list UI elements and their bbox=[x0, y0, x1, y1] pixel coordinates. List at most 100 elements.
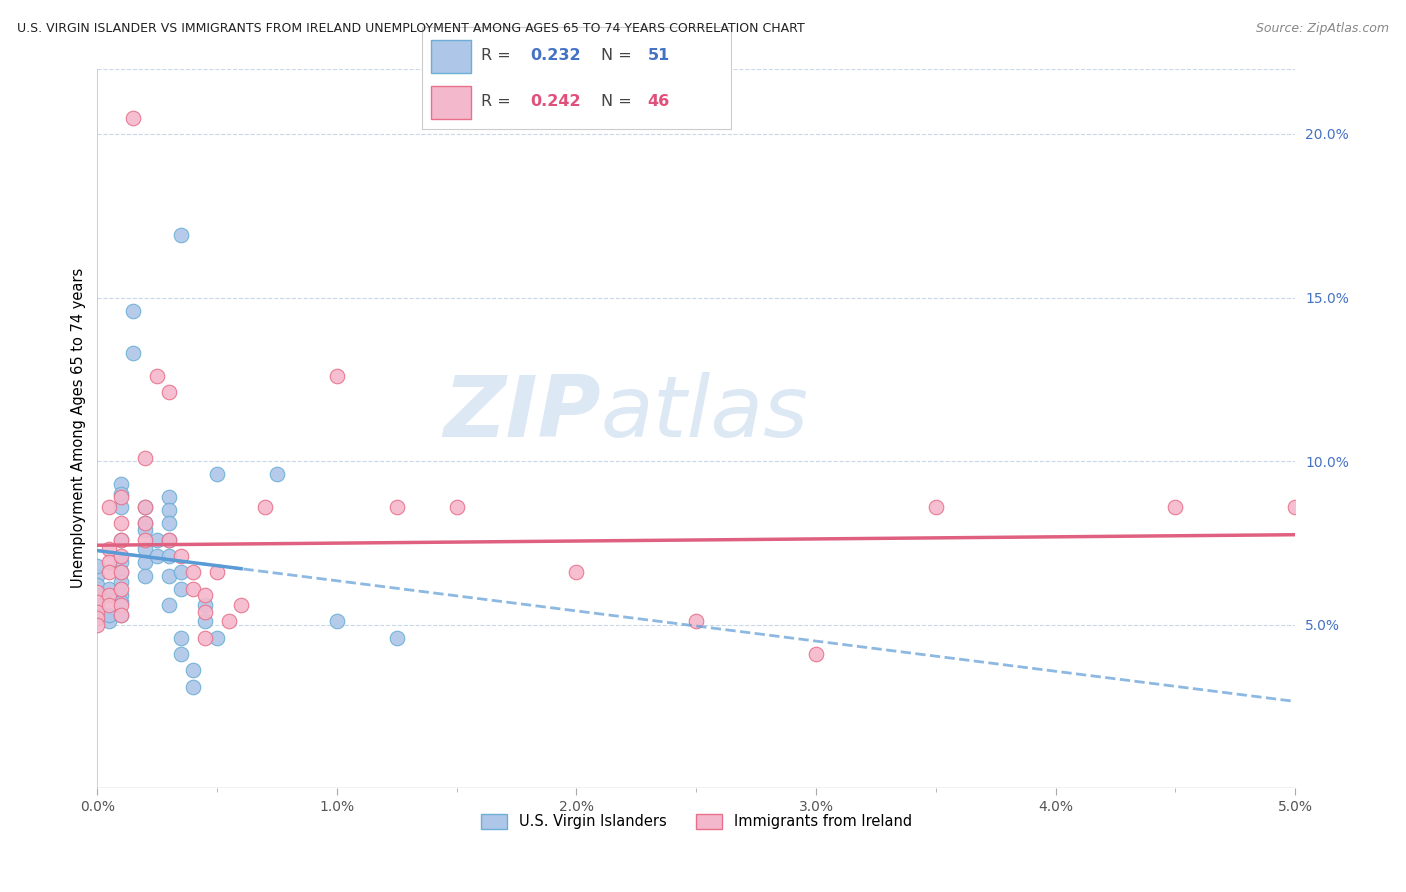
Text: ZIP: ZIP bbox=[443, 373, 600, 456]
Point bbox=[110, 598, 132, 612]
Point bbox=[205, 631, 228, 645]
Point bbox=[110, 549, 132, 563]
Point bbox=[266, 467, 288, 482]
Point bbox=[254, 500, 277, 514]
Text: U.S. VIRGIN ISLANDER VS IMMIGRANTS FROM IRELAND UNEMPLOYMENT AMONG AGES 65 TO 74: U.S. VIRGIN ISLANDER VS IMMIGRANTS FROM … bbox=[17, 22, 804, 36]
Text: N =: N = bbox=[602, 48, 637, 63]
Point bbox=[194, 615, 217, 629]
Point bbox=[86, 605, 108, 619]
Point bbox=[86, 598, 108, 612]
Bar bbox=[432, 87, 471, 119]
Text: 51: 51 bbox=[648, 48, 669, 63]
Point bbox=[146, 549, 169, 563]
Point bbox=[157, 568, 180, 582]
Point bbox=[157, 385, 180, 400]
Point bbox=[170, 631, 193, 645]
Point bbox=[98, 607, 121, 622]
Point bbox=[110, 566, 132, 580]
Point bbox=[181, 582, 204, 596]
Text: 0.232: 0.232 bbox=[530, 48, 581, 63]
Point bbox=[229, 598, 252, 612]
Point bbox=[98, 588, 121, 602]
Point bbox=[98, 615, 121, 629]
Point bbox=[86, 611, 108, 625]
Point bbox=[157, 503, 180, 517]
Point bbox=[110, 607, 132, 622]
Point bbox=[122, 303, 145, 318]
Point bbox=[565, 566, 588, 580]
Point bbox=[134, 516, 156, 531]
Point bbox=[146, 369, 169, 384]
Point bbox=[157, 533, 180, 547]
Text: 46: 46 bbox=[648, 95, 669, 109]
Point bbox=[110, 516, 132, 531]
Point bbox=[170, 228, 193, 243]
Text: Source: ZipAtlas.com: Source: ZipAtlas.com bbox=[1256, 22, 1389, 36]
Point bbox=[122, 346, 145, 360]
Point bbox=[98, 542, 121, 557]
Point bbox=[157, 598, 180, 612]
Point bbox=[170, 566, 193, 580]
Point bbox=[194, 598, 217, 612]
Point bbox=[134, 450, 156, 465]
Point bbox=[98, 566, 121, 580]
Point bbox=[194, 631, 217, 645]
Point bbox=[685, 615, 707, 629]
Point bbox=[134, 542, 156, 557]
Point bbox=[134, 556, 156, 570]
Point bbox=[110, 582, 132, 596]
Point bbox=[98, 500, 121, 514]
Point bbox=[134, 500, 156, 514]
Point bbox=[157, 490, 180, 504]
Point bbox=[122, 111, 145, 125]
Point bbox=[134, 568, 156, 582]
Point bbox=[170, 582, 193, 596]
Point bbox=[110, 533, 132, 547]
Text: 0.242: 0.242 bbox=[530, 95, 581, 109]
Text: R =: R = bbox=[481, 95, 516, 109]
Point bbox=[110, 533, 132, 547]
Y-axis label: Unemployment Among Ages 65 to 74 years: Unemployment Among Ages 65 to 74 years bbox=[72, 268, 86, 589]
Point bbox=[110, 575, 132, 590]
Point bbox=[110, 595, 132, 609]
Point bbox=[98, 582, 121, 596]
Point bbox=[385, 500, 408, 514]
Point bbox=[446, 500, 468, 514]
Point bbox=[1164, 500, 1187, 514]
Point bbox=[110, 490, 132, 504]
Point bbox=[86, 585, 108, 599]
Point bbox=[110, 566, 132, 580]
Text: R =: R = bbox=[481, 48, 516, 63]
Point bbox=[170, 647, 193, 661]
Bar bbox=[432, 40, 471, 73]
Point bbox=[110, 477, 132, 491]
Legend: U.S. Virgin Islanders, Immigrants from Ireland: U.S. Virgin Islanders, Immigrants from I… bbox=[475, 808, 918, 835]
Point bbox=[86, 558, 108, 573]
Point bbox=[86, 617, 108, 632]
Point bbox=[326, 615, 349, 629]
Point bbox=[134, 523, 156, 537]
Point bbox=[110, 607, 132, 622]
Point bbox=[218, 615, 240, 629]
Point bbox=[134, 533, 156, 547]
Point bbox=[146, 533, 169, 547]
Point bbox=[134, 516, 156, 531]
Point bbox=[110, 556, 132, 570]
Point bbox=[385, 631, 408, 645]
Point bbox=[110, 588, 132, 602]
Point bbox=[98, 556, 121, 570]
Point bbox=[110, 500, 132, 514]
Text: N =: N = bbox=[602, 95, 637, 109]
Point bbox=[326, 369, 349, 384]
Point bbox=[205, 566, 228, 580]
Point bbox=[925, 500, 948, 514]
Point bbox=[181, 680, 204, 694]
Point bbox=[86, 578, 108, 592]
Point bbox=[170, 549, 193, 563]
Point bbox=[804, 647, 827, 661]
Point bbox=[157, 549, 180, 563]
Point bbox=[194, 605, 217, 619]
Point bbox=[86, 605, 108, 619]
Point bbox=[157, 533, 180, 547]
Point bbox=[98, 598, 121, 612]
